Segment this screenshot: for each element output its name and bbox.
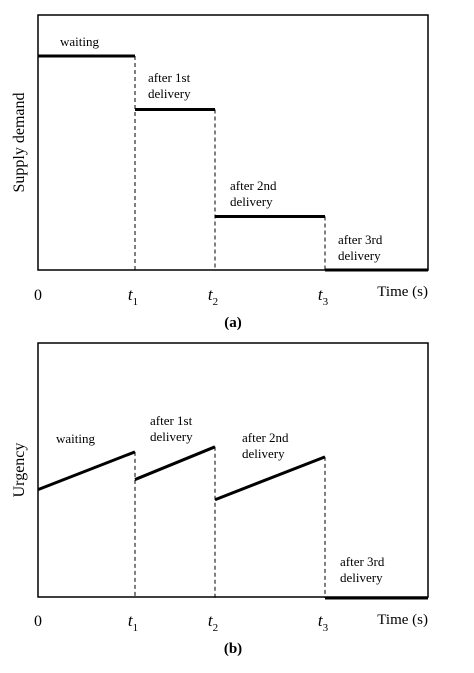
x-origin-label: 0: [34, 613, 42, 630]
x-tick-label: t3: [318, 285, 329, 308]
segment-label: after 2nd delivery: [242, 430, 289, 461]
panel-caption: (a): [224, 315, 242, 331]
segment-line: [134, 445, 216, 481]
segment-label: after 2nd delivery: [230, 178, 277, 209]
x-tick-label: t1: [128, 285, 138, 308]
plot-frame: [37, 14, 429, 271]
plot-frame: [37, 342, 429, 598]
x-tick-label: t1: [128, 611, 138, 634]
x-tick-label: t3: [318, 611, 329, 634]
x-origin-label: 0: [34, 287, 42, 304]
x-axis-label: Time (s): [377, 284, 428, 300]
panel-a: waiting after 1st delivery after 2nd deliver…: [11, 14, 429, 331]
segment-label: waiting: [56, 431, 95, 446]
y-axis-label: Supply demand: [11, 93, 28, 193]
segment-line: [214, 455, 326, 502]
panel-caption: (b): [224, 641, 242, 657]
segment-label: waiting: [60, 34, 99, 49]
segment-line: [37, 450, 136, 492]
segment-label: after 3rd delivery: [340, 554, 385, 585]
x-axis-label: Time (s): [377, 612, 428, 628]
y-axis-label: Urgency: [11, 443, 28, 498]
segment-label: after 1st delivery: [148, 70, 191, 101]
segment-label: after 1st delivery: [150, 413, 193, 444]
segment-label: after 3rd delivery: [338, 232, 383, 263]
x-tick-label: t2: [208, 611, 218, 634]
panel-b: waiting after 1st delivery after 2nd deliver…: [11, 342, 429, 657]
x-tick-label: t2: [208, 285, 218, 308]
